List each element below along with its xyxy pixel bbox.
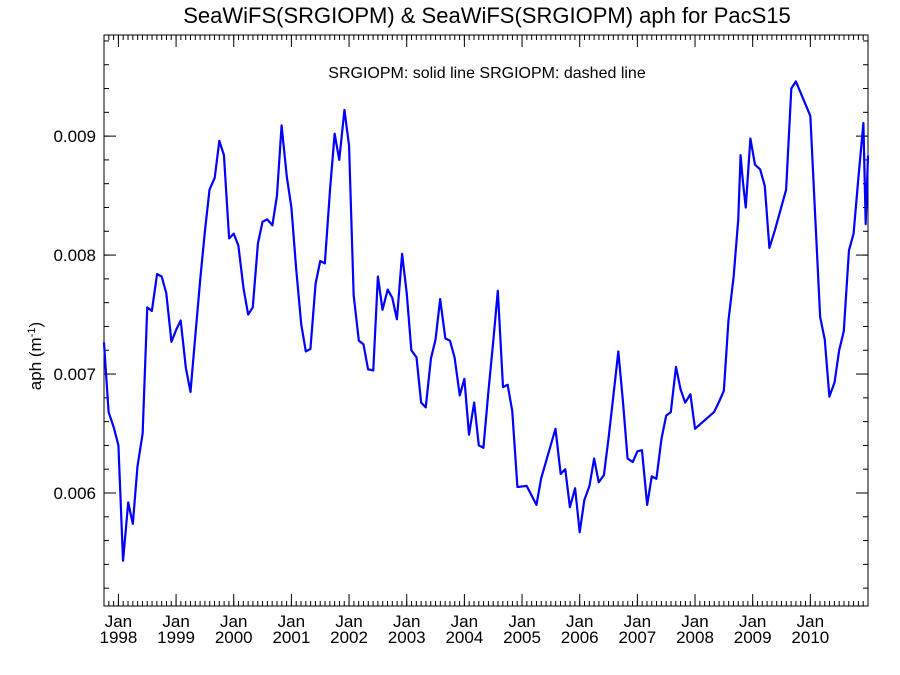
x-tick-year-label: 2009 xyxy=(734,628,772,647)
x-tick-month-label: Jan xyxy=(797,612,824,631)
plot-frame xyxy=(103,34,869,607)
x-tick-year-label: 2003 xyxy=(388,628,426,647)
x-tick-year-label: 2005 xyxy=(503,628,541,647)
y-axis-label-exponent: -1 xyxy=(26,327,38,337)
x-tick-month-label: Jan xyxy=(393,612,420,631)
x-tick-year-label: 2007 xyxy=(618,628,656,647)
x-tick-year-label: 2000 xyxy=(215,628,253,647)
y-tick-label: 0.006 xyxy=(53,484,96,503)
y-tick-label: 0.007 xyxy=(53,365,96,384)
x-tick-month-label: Jan xyxy=(220,612,247,631)
x-tick-month-label: Jan xyxy=(335,612,362,631)
y-tick-label: 0.008 xyxy=(53,246,96,265)
x-tick-month-label: Jan xyxy=(105,612,132,631)
y-axis-label: aph (m-1) xyxy=(26,322,45,390)
x-tick-month-label: Jan xyxy=(451,612,478,631)
x-tick-year-label: 2006 xyxy=(561,628,599,647)
y-axis-label-main: aph (m xyxy=(26,337,45,390)
x-tick-year-label: 2004 xyxy=(445,628,483,647)
x-tick-month-label: Jan xyxy=(624,612,651,631)
x-tick-year-label: 1999 xyxy=(157,628,195,647)
axes-group xyxy=(103,34,869,607)
ticks-group: 0.0060.0070.0080.009Jan1998Jan1999Jan200… xyxy=(53,35,869,647)
y-tick-label: 0.009 xyxy=(53,127,96,146)
x-tick-month-label: Jan xyxy=(162,612,189,631)
x-tick-month-label: Jan xyxy=(566,612,593,631)
data-line xyxy=(102,80,870,562)
chart-title: SeaWiFS(SRGIOPM) & SeaWiFS(SRGIOPM) aph … xyxy=(183,3,791,28)
x-tick-month-label: Jan xyxy=(739,612,766,631)
x-tick-year-label: 2001 xyxy=(272,628,310,647)
x-tick-year-label: 2010 xyxy=(791,628,829,647)
x-tick-month-label: Jan xyxy=(278,612,305,631)
x-tick-year-label: 2008 xyxy=(676,628,714,647)
y-axis-label-close: ) xyxy=(26,322,45,328)
x-tick-month-label: Jan xyxy=(681,612,708,631)
x-tick-month-label: Jan xyxy=(508,612,535,631)
legend-annotation: SRGIOPM: solid line SRGIOPM: dashed line xyxy=(328,65,646,82)
x-tick-year-label: 2002 xyxy=(330,628,368,647)
x-tick-year-label: 1998 xyxy=(100,628,138,647)
series-group xyxy=(102,80,870,562)
